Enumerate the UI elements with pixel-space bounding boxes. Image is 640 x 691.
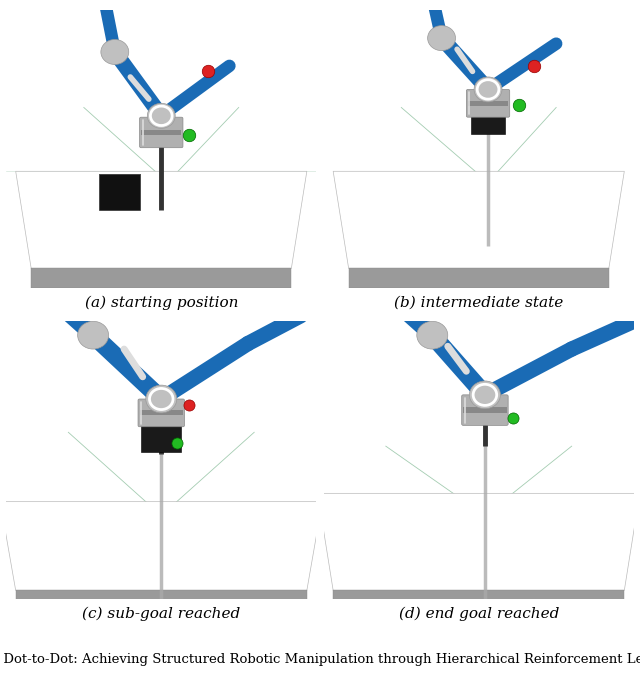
Polygon shape — [333, 590, 624, 607]
FancyBboxPatch shape — [138, 399, 184, 427]
FancyBboxPatch shape — [141, 130, 181, 135]
Circle shape — [77, 321, 109, 349]
Circle shape — [428, 26, 456, 50]
Polygon shape — [31, 268, 291, 288]
FancyBboxPatch shape — [141, 419, 181, 452]
Circle shape — [474, 77, 502, 102]
FancyBboxPatch shape — [468, 101, 508, 106]
Circle shape — [146, 385, 177, 413]
Polygon shape — [317, 493, 640, 590]
Text: Fig. 1.  Dot-to-Dot: Achieving Structured Robotic Manipulation through Hierarchi: Fig. 1. Dot-to-Dot: Achieving Structured… — [0, 654, 640, 666]
FancyBboxPatch shape — [471, 109, 505, 134]
FancyBboxPatch shape — [467, 89, 509, 117]
Text: (b) intermediate state: (b) intermediate state — [394, 296, 563, 310]
Text: (c) sub-goal reached: (c) sub-goal reached — [82, 607, 241, 621]
Text: (a) starting position: (a) starting position — [84, 296, 238, 310]
Text: (d) end goal reached: (d) end goal reached — [399, 607, 559, 621]
Polygon shape — [16, 171, 307, 268]
Polygon shape — [0, 502, 323, 590]
FancyBboxPatch shape — [140, 410, 183, 415]
Polygon shape — [16, 590, 307, 607]
Polygon shape — [349, 268, 609, 288]
Circle shape — [470, 381, 500, 408]
FancyBboxPatch shape — [463, 407, 507, 413]
FancyBboxPatch shape — [99, 174, 140, 210]
Circle shape — [101, 39, 129, 64]
FancyBboxPatch shape — [140, 117, 183, 148]
Circle shape — [147, 104, 175, 129]
FancyBboxPatch shape — [461, 395, 508, 426]
Circle shape — [417, 321, 448, 349]
Polygon shape — [333, 171, 624, 268]
